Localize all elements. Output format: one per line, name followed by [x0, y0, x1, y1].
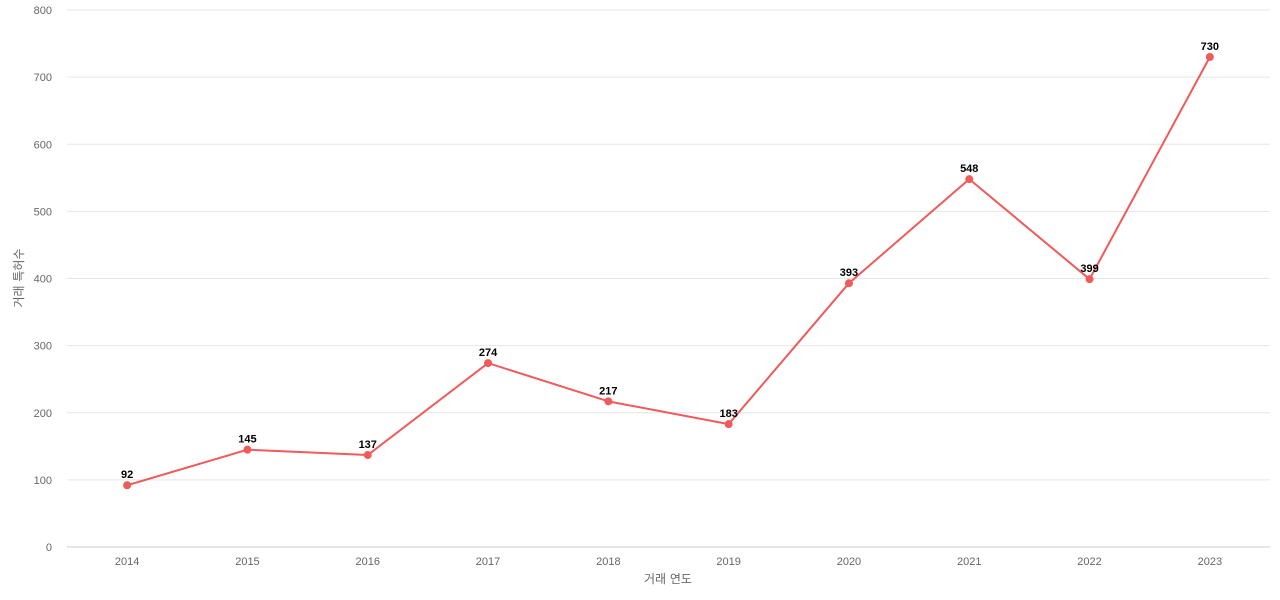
data-label: 274	[479, 347, 498, 359]
data-point[interactable]	[1205, 52, 1214, 61]
data-label: 217	[599, 385, 617, 397]
y-tick-label: 100	[34, 475, 52, 487]
data-point[interactable]	[363, 451, 372, 460]
y-tick-label: 800	[34, 5, 52, 17]
data-point[interactable]	[724, 420, 733, 429]
y-tick-label: 700	[34, 72, 52, 84]
y-tick-label: 300	[34, 341, 52, 353]
data-point[interactable]	[243, 445, 252, 454]
x-tick-label: 2023	[1198, 556, 1222, 568]
data-label: 730	[1201, 41, 1219, 53]
x-tick-label: 2014	[115, 556, 139, 568]
x-tick-label: 2019	[716, 556, 740, 568]
x-tick-label: 2018	[596, 556, 620, 568]
gridlines	[67, 9, 1270, 548]
data-point[interactable]	[965, 175, 974, 184]
x-tick-label: 2021	[957, 556, 981, 568]
y-tick-label: 400	[34, 274, 52, 286]
data-point[interactable]	[604, 397, 613, 406]
data-labels: 92 145 137 274 217 183 393 548 399 730	[121, 41, 1219, 481]
y-tick-label: 200	[34, 408, 52, 420]
data-label: 137	[359, 439, 377, 451]
y-axis-title: 거래 특허수	[12, 248, 26, 307]
data-point[interactable]	[1085, 275, 1094, 284]
y-tick-label: 500	[34, 206, 52, 218]
x-axis-ticks: 2014 2015 2016 2017 2018 2019 2020 2021 2022 2023	[115, 556, 1222, 568]
x-tick-label: 2017	[476, 556, 500, 568]
series-line	[126, 55, 1211, 487]
data-label: 92	[121, 469, 133, 481]
y-tick-label: 0	[46, 542, 52, 554]
data-point[interactable]	[844, 279, 853, 288]
x-tick-label: 2022	[1077, 556, 1101, 568]
data-point[interactable]	[123, 481, 132, 490]
y-tick-label: 600	[34, 139, 52, 151]
data-label: 393	[840, 267, 858, 279]
y-axis-ticks: 0 100 200 300 400 500 600 700 800	[34, 5, 52, 554]
x-tick-label: 2020	[837, 556, 861, 568]
data-label: 399	[1080, 263, 1098, 275]
x-tick-label: 2016	[356, 556, 380, 568]
data-label: 183	[719, 408, 737, 420]
data-point[interactable]	[484, 359, 493, 368]
x-axis-title: 거래 연도	[644, 572, 692, 586]
data-label: 145	[238, 434, 256, 446]
x-tick-label: 2015	[235, 556, 259, 568]
data-label: 548	[960, 163, 978, 175]
series	[123, 52, 1214, 490]
